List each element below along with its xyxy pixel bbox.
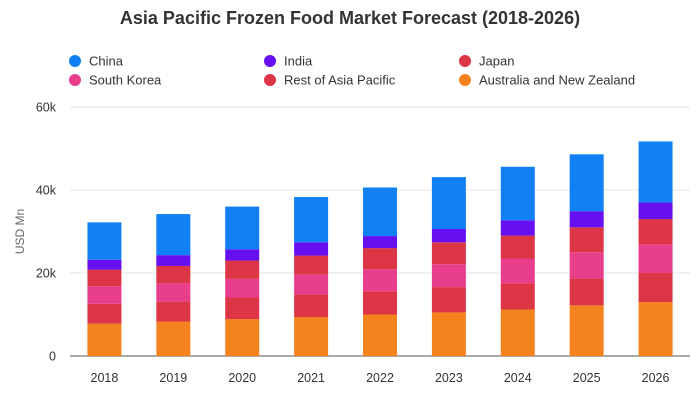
bar-india-2025[interactable] <box>569 211 604 228</box>
bar-japan-2022[interactable] <box>363 248 397 270</box>
legend-swatch-india[interactable] <box>264 55 276 67</box>
bar-australia-and-new-zealand-2024[interactable] <box>500 309 535 356</box>
bar-south-korea-2019[interactable] <box>156 283 191 302</box>
x-tick-label: 2023 <box>435 371 463 385</box>
legend-swatch-china[interactable] <box>69 55 81 67</box>
bar-south-korea-2018[interactable] <box>87 286 122 304</box>
bar-china-2022[interactable] <box>363 187 397 237</box>
legend-swatch-australia-and-new-zealand[interactable] <box>459 74 471 86</box>
legend-label-australia-and-new-zealand[interactable]: Australia and New Zealand <box>479 73 635 88</box>
bar-south-korea-2025[interactable] <box>569 252 604 279</box>
bar-china-2021[interactable] <box>294 197 329 243</box>
x-tick-label: 2019 <box>159 371 187 385</box>
x-tick-label: 2020 <box>228 371 256 385</box>
bar-china-2019[interactable] <box>156 214 191 256</box>
bar-australia-and-new-zealand-2025[interactable] <box>569 305 604 356</box>
bar-rest-of-asia-pacific-2024[interactable] <box>500 283 535 310</box>
bar-rest-of-asia-pacific-2019[interactable] <box>156 301 191 322</box>
bar-australia-and-new-zealand-2022[interactable] <box>363 314 397 357</box>
y-tick-label: 20k <box>36 267 57 281</box>
bar-china-2024[interactable] <box>500 166 535 221</box>
bar-china-2020[interactable] <box>225 206 260 250</box>
bar-south-korea-2021[interactable] <box>294 274 329 295</box>
x-tick-label: 2022 <box>366 371 394 385</box>
bar-india-2023[interactable] <box>431 229 466 243</box>
bar-rest-of-asia-pacific-2025[interactable] <box>569 278 604 306</box>
x-tick-label: 2025 <box>573 371 601 385</box>
y-axis-title: USD Mn <box>13 209 27 254</box>
bar-australia-and-new-zealand-2020[interactable] <box>225 319 260 356</box>
bar-japan-2024[interactable] <box>500 235 535 259</box>
bar-south-korea-2020[interactable] <box>225 278 260 298</box>
legend-label-south-korea[interactable]: South Korea <box>89 73 162 88</box>
bar-japan-2018[interactable] <box>87 269 122 287</box>
legend-swatch-south-korea[interactable] <box>69 74 81 86</box>
legend-swatch-japan[interactable] <box>459 55 471 67</box>
bar-japan-2020[interactable] <box>225 260 260 279</box>
bar-japan-2019[interactable] <box>156 265 191 284</box>
bar-india-2020[interactable] <box>225 249 260 261</box>
bar-rest-of-asia-pacific-2022[interactable] <box>363 291 397 315</box>
legend-label-japan[interactable]: Japan <box>479 54 514 69</box>
bar-australia-and-new-zealand-2018[interactable] <box>87 323 122 356</box>
bar-south-korea-2022[interactable] <box>363 269 397 292</box>
y-tick-label: 60k <box>36 101 57 115</box>
bar-china-2026[interactable] <box>638 141 673 203</box>
x-tick-label: 2024 <box>504 371 532 385</box>
bar-australia-and-new-zealand-2026[interactable] <box>638 302 673 356</box>
y-tick-label: 0 <box>49 350 56 364</box>
bar-rest-of-asia-pacific-2023[interactable] <box>431 287 466 313</box>
x-tick-label: 2026 <box>642 371 670 385</box>
bar-rest-of-asia-pacific-2021[interactable] <box>294 294 329 317</box>
bar-japan-2023[interactable] <box>431 242 466 265</box>
bar-japan-2026[interactable] <box>638 219 673 245</box>
bar-south-korea-2026[interactable] <box>638 244 673 273</box>
bar-south-korea-2024[interactable] <box>500 258 535 284</box>
bar-china-2023[interactable] <box>431 177 466 230</box>
bar-japan-2025[interactable] <box>569 227 604 253</box>
bar-india-2018[interactable] <box>87 259 122 270</box>
legend-swatch-rest-of-asia-pacific[interactable] <box>264 74 276 86</box>
bar-australia-and-new-zealand-2019[interactable] <box>156 321 191 356</box>
legend-label-india[interactable]: India <box>284 54 313 69</box>
legend-label-china[interactable]: China <box>89 54 124 69</box>
bar-australia-and-new-zealand-2023[interactable] <box>431 312 466 356</box>
bar-australia-and-new-zealand-2021[interactable] <box>294 316 329 356</box>
bar-rest-of-asia-pacific-2020[interactable] <box>225 297 260 320</box>
bar-india-2024[interactable] <box>500 220 535 236</box>
bar-india-2021[interactable] <box>294 242 329 256</box>
bar-china-2018[interactable] <box>87 222 122 260</box>
chart-title: Asia Pacific Frozen Food Market Forecast… <box>119 8 581 28</box>
bar-south-korea-2023[interactable] <box>431 264 466 288</box>
bar-china-2025[interactable] <box>569 154 604 212</box>
x-tick-label: 2021 <box>297 371 325 385</box>
legend-label-rest-of-asia-pacific[interactable]: Rest of Asia Pacific <box>284 73 396 88</box>
bar-india-2019[interactable] <box>156 255 191 266</box>
x-tick-label: 2018 <box>91 371 119 385</box>
bar-rest-of-asia-pacific-2018[interactable] <box>87 303 122 324</box>
y-tick-label: 40k <box>36 184 57 198</box>
bar-india-2022[interactable] <box>363 236 397 249</box>
bar-rest-of-asia-pacific-2026[interactable] <box>638 273 673 303</box>
bar-india-2026[interactable] <box>638 202 673 220</box>
bar-japan-2021[interactable] <box>294 255 329 275</box>
